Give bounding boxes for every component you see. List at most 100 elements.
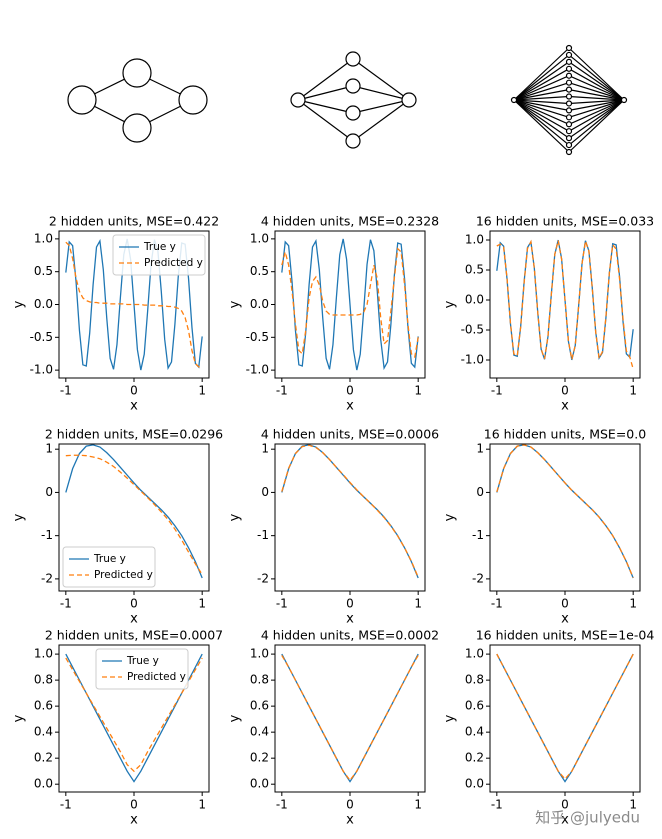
x-axis-label: x — [130, 813, 138, 828]
legend-label: Predicted y — [94, 569, 153, 581]
y-tick-label: -0.5 — [246, 330, 269, 344]
y-tick-label: -1.0 — [30, 363, 53, 377]
y-axis-label: y — [443, 300, 458, 308]
edge — [513, 99, 570, 125]
x-tick-label: -1 — [491, 798, 503, 812]
chart: 2 hidden units, MSE=0.0296 -1 0 1 -2 -1 0 1 x y Tr… — [12, 427, 224, 627]
y-tick-label: -1 — [41, 528, 53, 542]
x-axis-label: x — [561, 813, 569, 828]
x-tick-label: -1 — [276, 384, 288, 398]
edge — [513, 99, 570, 111]
hidden-node — [345, 78, 361, 94]
y-tick-label: 0.5 — [34, 264, 53, 278]
x-tick-label: 1 — [414, 597, 422, 611]
hidden-node — [565, 141, 573, 149]
plot-area — [496, 653, 634, 783]
edge — [568, 99, 625, 111]
output-node — [620, 96, 628, 104]
edge — [568, 99, 625, 105]
y-tick-label: -2 — [472, 571, 484, 585]
hidden-node — [122, 58, 152, 88]
hidden-node — [565, 114, 573, 121]
y-tick-label: 1 — [261, 442, 269, 456]
y-tick-label: 1.0 — [250, 647, 269, 661]
y-axis-label: y — [443, 714, 458, 722]
chart-title: 2 hidden units, MSE=0.422 — [49, 214, 219, 229]
y-tick-label: 1 — [45, 442, 53, 456]
series-line — [281, 247, 419, 359]
network — [510, 44, 628, 156]
y-tick-label: 0.6 — [465, 699, 484, 713]
legend-label: True y — [143, 241, 176, 253]
hidden-node — [345, 133, 361, 149]
chart: 4 hidden units, MSE=0.0002 -1 0 1 0.0 0.2 0.4 0… — [228, 628, 440, 828]
hidden-node — [345, 105, 361, 121]
input-node — [67, 85, 97, 115]
hidden-node — [565, 121, 573, 128]
edge — [513, 82, 570, 101]
y-tick-label: 1.0 — [465, 233, 484, 247]
x-tick-label: 1 — [198, 384, 206, 398]
chart: 4 hidden units, MSE=0.0006 -1 0 1 -2 -1 0 1 x y — [228, 427, 440, 627]
y-tick-label: 0.0 — [465, 777, 484, 791]
x-tick-label: 1 — [629, 384, 637, 398]
plot-area — [496, 239, 634, 370]
edge — [513, 99, 570, 153]
y-axis-label: y — [12, 714, 27, 722]
chart-title: 4 hidden units, MSE=0.0006 — [261, 427, 439, 442]
axes-frame — [489, 443, 641, 592]
x-tick-label: -1 — [60, 597, 72, 611]
chart: 2 hidden units, MSE=0.0007 -1 0 1 0.0 0.2 0.4 0… — [12, 628, 224, 828]
y-axis-label: y — [12, 513, 27, 521]
chart: 2 hidden units, MSE=0.422 -1 0 1 -1.0 -0.5 0.0… — [12, 214, 220, 414]
legend: True y Predicted y — [112, 234, 206, 276]
legend-box — [62, 546, 156, 588]
edge — [568, 47, 625, 101]
hidden-node — [565, 58, 573, 65]
hidden-node — [565, 65, 573, 72]
y-tick-label: 1.0 — [465, 647, 484, 661]
edge — [513, 99, 570, 105]
x-axis-label: x — [561, 612, 569, 627]
x-tick-label: -1 — [276, 597, 288, 611]
edge — [297, 99, 354, 114]
axes-frame — [58, 644, 210, 793]
y-tick-label: 0.8 — [34, 673, 53, 687]
y-tick-label: 0.2 — [465, 751, 484, 765]
y-axis-label: y — [228, 300, 243, 308]
legend-box — [95, 648, 189, 690]
x-axis-label: x — [346, 399, 354, 414]
y-tick-label: 1 — [476, 442, 484, 456]
y-tick-label: 0.8 — [465, 673, 484, 687]
chart: 16 hidden units, MSE=0.0 -1 0 1 -2 -1 0 1 x y — [443, 427, 647, 627]
hidden-node — [565, 72, 573, 79]
axes-frame — [58, 443, 210, 592]
y-tick-label: 0.0 — [465, 293, 484, 307]
edge — [568, 75, 625, 101]
x-tick-label: 0 — [346, 798, 354, 812]
edge — [513, 99, 570, 139]
edge — [297, 99, 354, 142]
chart-title: 4 hidden units, MSE=0.0002 — [261, 628, 439, 643]
edge — [568, 82, 625, 101]
edge — [352, 58, 410, 101]
edge — [352, 99, 410, 142]
input-node — [290, 92, 306, 108]
hidden-node — [565, 107, 573, 114]
x-axis-label: x — [346, 612, 354, 627]
series-line — [496, 239, 634, 370]
y-tick-label: 0.0 — [34, 297, 53, 311]
legend-box — [112, 234, 206, 276]
edge — [568, 99, 625, 139]
network-diagrams — [67, 44, 628, 156]
y-axis-label: y — [228, 513, 243, 521]
hidden-node — [565, 44, 573, 52]
legend-label: Predicted y — [127, 671, 186, 683]
network — [67, 58, 208, 143]
y-tick-label: 0.4 — [465, 725, 484, 739]
watermark: 知乎 @julyedu — [535, 809, 640, 827]
edge — [513, 99, 570, 146]
plot-area — [65, 444, 203, 579]
edge — [568, 99, 625, 118]
input-node — [510, 96, 518, 104]
